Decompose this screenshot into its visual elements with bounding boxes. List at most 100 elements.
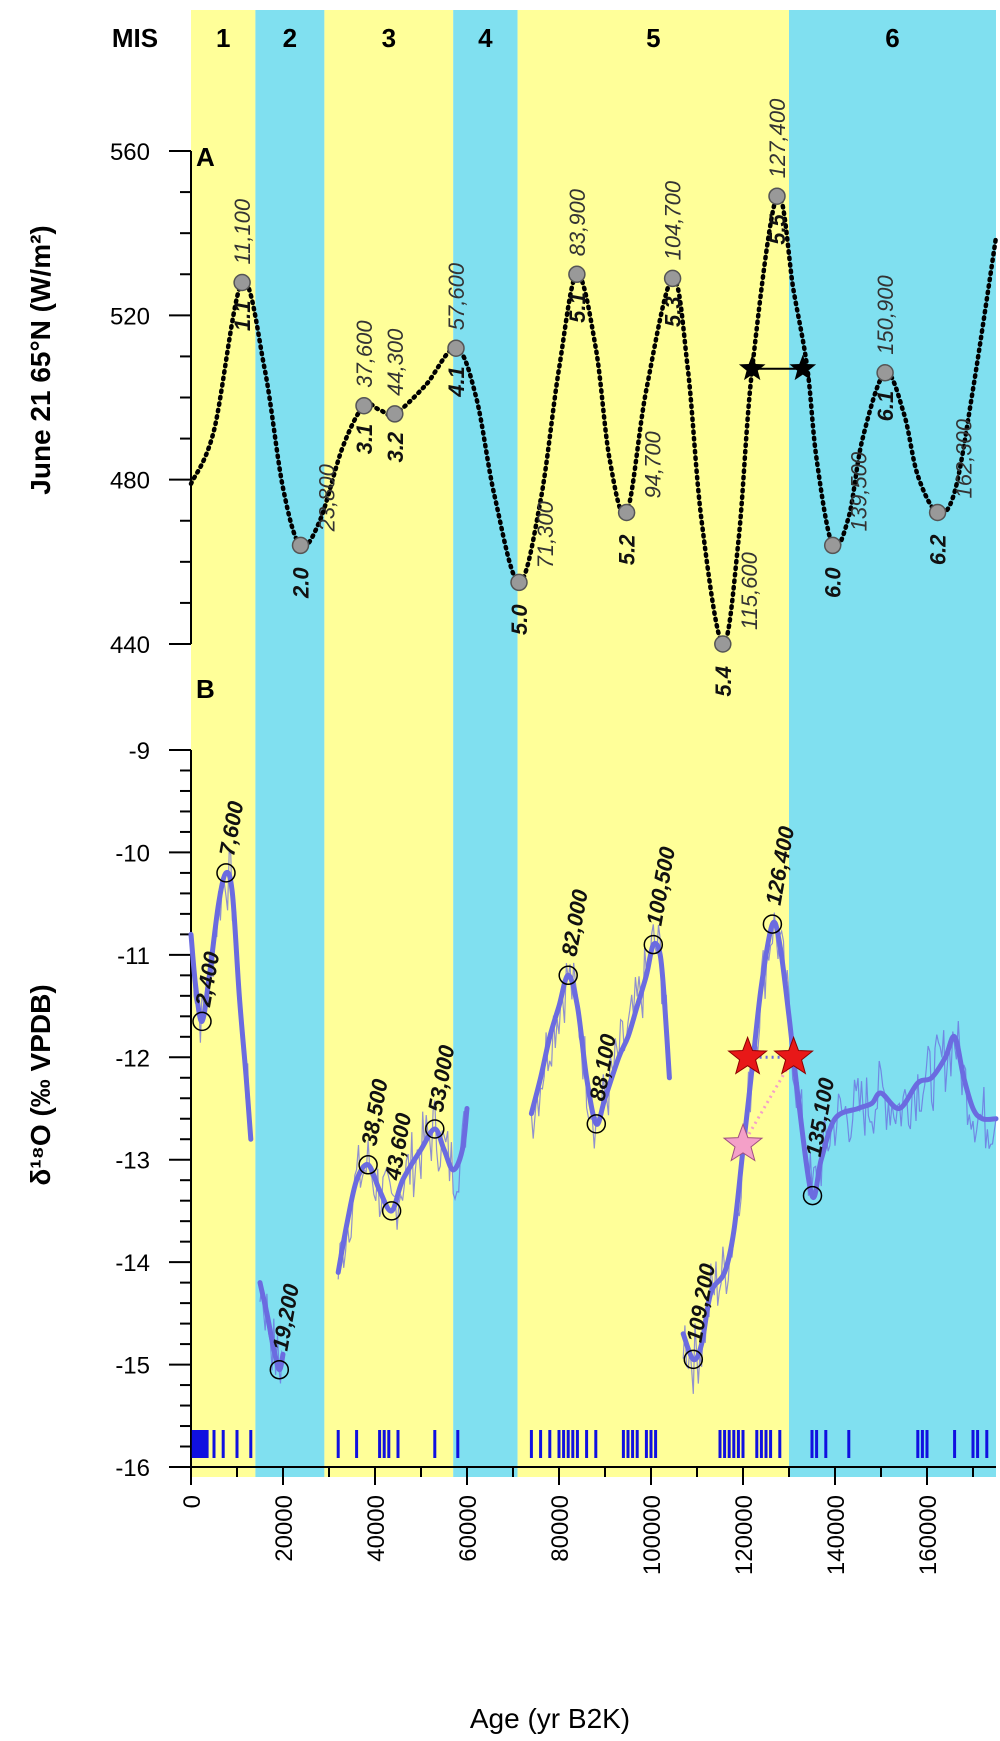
mis-band-3 <box>324 10 454 1477</box>
insolation-age-label: 104,700 <box>661 180 686 260</box>
insolation-substage-label: 3.2 <box>383 431 408 462</box>
insolation-peak-marker <box>510 573 528 592</box>
mis-bands <box>191 10 996 1477</box>
mis-labels: MIS 1 2 3 4 5 6 <box>112 23 900 53</box>
insolation-substage-label: 5.1 <box>565 292 590 323</box>
red-star-marker <box>727 1035 768 1075</box>
d18o-peak-marker <box>643 934 664 955</box>
insolation-substage-label: 5.2 <box>615 534 640 565</box>
mis-label-5: 5 <box>646 23 660 53</box>
panel-b-y-tick-label: -11 <box>117 943 150 970</box>
x-tick-label: 40000 <box>363 1495 390 1562</box>
insolation-peak-marker <box>928 503 947 522</box>
insolation-substage-label: 5.4 <box>711 666 736 697</box>
mis-band-6 <box>789 10 996 1477</box>
insolation-peak-marker <box>568 265 586 284</box>
panel-a-y-tick-label: 560 <box>110 139 150 166</box>
insolation-peak-marker <box>876 364 894 382</box>
panel-a: A June 21 65°N (W/m²) 11,100 1.1 23,800 2.0… <box>25 98 999 697</box>
insolation-peak-marker <box>355 396 373 415</box>
panel-a-y-tick-label: 480 <box>110 468 150 495</box>
panel-b-y-tick-label: -9 <box>129 738 150 765</box>
insolation-substage-label: 6.0 <box>821 567 846 598</box>
mis-band-2 <box>255 10 325 1477</box>
panel-b-y-tick-label: -15 <box>115 1353 150 1380</box>
mis-label-3: 3 <box>382 23 396 53</box>
insolation-age-label: 83,900 <box>565 188 590 256</box>
insolation-age-label: 71,300 <box>533 500 558 568</box>
insolation-substage-label: 1.1 <box>230 301 255 332</box>
insolation-peak-marker <box>714 635 732 653</box>
d18o-peak-marker <box>358 1155 378 1175</box>
panel-b-y-tick-label: -10 <box>115 840 150 867</box>
insolation-peak-marker <box>233 273 251 292</box>
d18o-peak-marker <box>586 1114 607 1134</box>
panel-a-y-tick-label: 440 <box>110 632 150 659</box>
x-axis-label: Age (yr B2K) <box>470 1703 630 1734</box>
insolation-age-label: 44,300 <box>383 328 408 396</box>
d18o-peak-marker <box>802 1185 823 1206</box>
d18o-peak-marker <box>216 863 236 883</box>
panel-b-y-tick-label: -16 <box>115 1455 150 1482</box>
d18o-smoothed-line <box>680 919 999 1363</box>
panel-a-ylabel: June 21 65°N (W/m²) <box>25 225 56 494</box>
panel-b-y-tick-label: -13 <box>115 1148 150 1175</box>
insolation-substage-label: 3.1 <box>352 424 377 455</box>
x-tick-label: 120000 <box>731 1495 758 1575</box>
insolation-age-label: 37,600 <box>352 320 377 388</box>
insolation-age-label: 11,100 <box>230 198 255 264</box>
pink-star-marker <box>722 1122 764 1162</box>
mis-label-6: 6 <box>885 23 899 53</box>
insolation-age-label: 162,300 <box>952 418 977 498</box>
insolation-peak-marker <box>447 339 465 357</box>
d18o-peak-marker <box>762 914 783 934</box>
panel-b-y-tick-label: -12 <box>115 1045 150 1072</box>
axes: 440 480 520 560 -9 -10 -11 -12 -13 -14 -15 -16 <box>110 139 192 1482</box>
insolation-age-label: 94,700 <box>641 430 666 498</box>
d18o-peak-marker <box>381 1201 402 1221</box>
insolation-peak-marker <box>386 405 404 423</box>
insolation-substage-label: 5.0 <box>507 604 532 635</box>
panel-a-letter: A <box>196 142 215 172</box>
x-tick-label: 60000 <box>455 1495 482 1562</box>
panel-b-y-tick-label: -14 <box>115 1250 150 1277</box>
panel-a-y-tick-label: 520 <box>110 303 150 330</box>
insolation-series-line <box>188 192 999 647</box>
insolation-peak-marker <box>663 269 682 288</box>
insolation-age-label: 115,600 <box>737 551 762 630</box>
insolation-substage-label: 5.5 <box>765 213 790 244</box>
x-tick-label: 80000 <box>547 1495 574 1562</box>
mis-label-4: 4 <box>478 23 493 53</box>
d18o-peak-marker <box>683 1349 704 1370</box>
insolation-age-label: 127,400 <box>765 98 790 178</box>
panel-b-letter: B <box>196 674 215 704</box>
insolation-age-label: 150,900 <box>873 275 898 355</box>
d18o-smoothed-line <box>257 1280 286 1373</box>
d18o-peak-marker <box>558 965 578 986</box>
mis-band-5 <box>517 10 789 1477</box>
d18o-raw-trace <box>337 1100 468 1280</box>
x-axis: Age (yr B2K) 0 20000 40000 60000 80000 100000… <box>179 1466 996 1734</box>
insolation-substage-label: 2.0 <box>289 567 314 599</box>
d18o-smoothed-line <box>188 869 254 1142</box>
mis-label-2: 2 <box>283 23 297 53</box>
x-tick-label: 100000 <box>639 1495 666 1575</box>
x-tick-label: 0 <box>179 1495 206 1508</box>
panel-b-ylabel: δ¹⁸O (‰ VPDB) <box>25 984 56 1185</box>
mis-label-1: 1 <box>216 23 230 53</box>
insolation-age-label: 57,600 <box>444 262 469 330</box>
insolation-peak-marker <box>617 503 636 522</box>
x-tick-label: 20000 <box>271 1495 298 1562</box>
insolation-star-marker <box>789 354 817 381</box>
mis-band-1 <box>191 10 256 1477</box>
x-tick-label: 140000 <box>823 1495 850 1575</box>
insolation-substage-label: 4.1 <box>444 366 469 398</box>
insolation-age-label: 139,500 <box>847 451 872 531</box>
mis-band-4 <box>453 10 518 1477</box>
d18o-raw-trace <box>259 1286 284 1384</box>
insolation-substage-label: 6.1 <box>873 391 898 422</box>
insolation-substage-label: 6.2 <box>926 534 951 565</box>
insolation-substage-label: 5.3 <box>661 296 686 327</box>
d18o-smoothed-line <box>528 940 672 1127</box>
